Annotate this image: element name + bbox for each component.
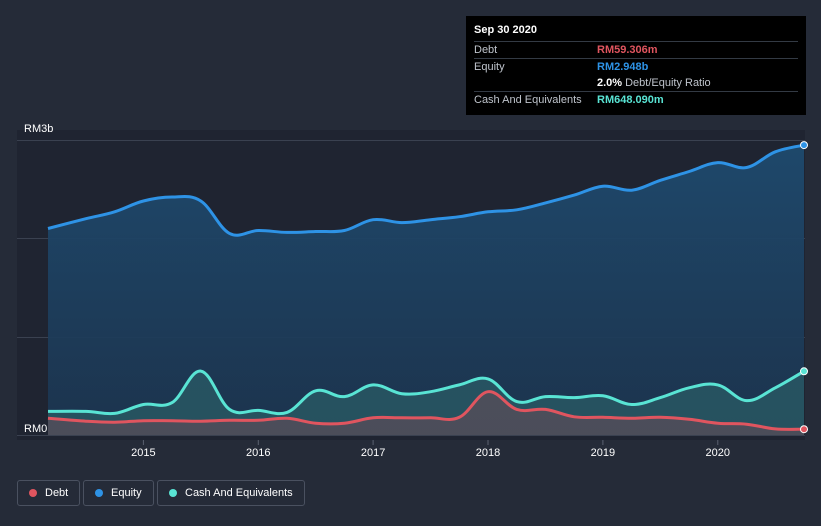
x-tick-label: 2015 xyxy=(131,447,155,459)
debt-endpoint-marker xyxy=(800,425,808,434)
x-tick-label: 2016 xyxy=(246,447,270,459)
cash-endpoint-marker xyxy=(800,367,808,376)
tooltip-cash-value: RM648.090m xyxy=(597,94,664,106)
tooltip-debt-value: RM59.306m xyxy=(597,44,658,56)
tooltip-row-ratio: 2.0% Debt/Equity Ratio xyxy=(474,75,798,91)
tooltip-ratio-label: Debt/Equity Ratio xyxy=(625,77,711,89)
legend-debt-label: Debt xyxy=(45,487,69,499)
x-tick-label: 2017 xyxy=(361,447,385,459)
legend-item-debt[interactable]: Debt xyxy=(17,480,81,506)
tooltip-debt-label: Debt xyxy=(474,44,498,56)
tooltip: Sep 30 2020 Debt RM59.306m Equity RM2.94… xyxy=(466,16,806,115)
tooltip-equity-value: RM2.948b xyxy=(597,61,649,73)
tooltip-date: Sep 30 2020 xyxy=(474,24,537,36)
legend-equity-dot xyxy=(95,489,103,497)
tooltip-row-equity: Equity RM2.948b xyxy=(474,58,798,75)
legend-cash-label: Cash And Equivalents xyxy=(185,487,293,499)
equity-area xyxy=(48,145,804,435)
cash-line xyxy=(47,369,805,416)
legend-equity-label: Equity xyxy=(111,487,142,499)
legend-item-cash[interactable]: Cash And Equivalents xyxy=(157,480,305,506)
x-tick-label: 2018 xyxy=(476,447,500,459)
debt-area xyxy=(48,391,804,435)
equity-endpoint-marker xyxy=(800,141,808,150)
tooltip-row-cash: Cash And Equivalents RM648.090m xyxy=(474,91,798,108)
x-tick-label: 2019 xyxy=(591,447,615,459)
legend-item-equity[interactable]: Equity xyxy=(83,480,154,506)
x-tick-label: 2020 xyxy=(706,447,730,459)
legend-debt-dot xyxy=(29,489,37,497)
equity-line xyxy=(47,143,805,237)
tooltip-ratio-value: 2.0% xyxy=(597,77,623,89)
tooltip-row-debt: Debt RM59.306m xyxy=(474,41,798,58)
tooltip-cash-label: Cash And Equivalents xyxy=(474,94,582,106)
y-tick-label-bottom: RM0 xyxy=(24,423,47,435)
debt-line xyxy=(47,390,805,431)
y-tick-label-top: RM3b xyxy=(24,123,53,135)
series-layer xyxy=(47,141,808,435)
x-axis: 2015 2016 2017 2018 2019 2020 xyxy=(131,440,730,459)
tooltip-equity-label: Equity xyxy=(474,61,505,73)
legend-cash-dot xyxy=(169,489,177,497)
